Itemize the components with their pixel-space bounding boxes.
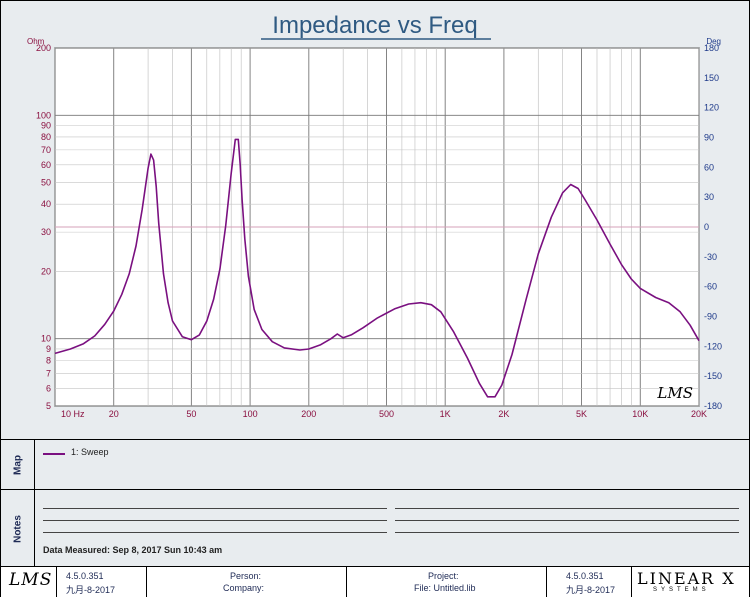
y-tick-label: 80 <box>41 132 51 142</box>
y-tick-label: 30 <box>41 227 51 237</box>
map-section: Map 1: Sweep <box>1 439 749 490</box>
y-tick-label: 70 <box>41 145 51 155</box>
y-tick-label: 50 <box>41 178 51 188</box>
note-line <box>43 508 387 509</box>
y2-tick-label: -90 <box>704 312 717 322</box>
x-tick-label: 2K <box>498 409 509 419</box>
linearx-subword: SYSTEMS <box>653 587 710 593</box>
y-tick-label: 100 <box>36 110 51 120</box>
y2-tick-label: 150 <box>704 73 719 83</box>
x-tick-label: 200 <box>301 409 316 419</box>
note-line <box>395 520 739 521</box>
y2-tick-label: -180 <box>704 401 722 411</box>
y-tick-label: 200 <box>36 43 51 53</box>
x-tick-label: 5K <box>576 409 587 419</box>
y2-tick-label: 0 <box>704 222 709 232</box>
x-tick-label: 1K <box>440 409 451 419</box>
y2-tick-label: -120 <box>704 341 722 351</box>
y-tick-label: 20 <box>41 266 51 276</box>
y2-tick-label: -30 <box>704 252 717 262</box>
x-tick-label: 50 <box>186 409 196 419</box>
data-measured-text: Data Measured: Sep 8, 2017 Sun 10:43 am <box>43 545 223 555</box>
file-label: File: Untitled.lib <box>414 583 476 593</box>
footer-logo-cell: LMS <box>1 567 57 597</box>
footer-project-cell: Project: File: Untitled.lib <box>346 567 547 597</box>
y-tick-label: 6 <box>46 383 51 393</box>
legend-swatch-sweep <box>43 453 65 455</box>
y2-tick-label: 30 <box>704 192 714 202</box>
y-tick-label: 60 <box>41 160 51 170</box>
map-tab[interactable]: Map <box>1 440 35 490</box>
note-line <box>43 532 387 533</box>
notes-tab[interactable]: Notes <box>1 490 35 567</box>
lms-plot-mark: LMS <box>656 384 693 402</box>
y2-tick-label: -150 <box>704 371 722 381</box>
footer: LMS 4.5.0.351 九月-8-2017 Person: Company:… <box>1 566 749 597</box>
linearx-logo: LINEAR X SYSTEMS <box>631 569 749 597</box>
x-tick-label: 100 <box>243 409 258 419</box>
person-label: Person: <box>230 571 262 581</box>
footer-version-cell-right: 4.5.0.351 九月-8-2017 <box>546 567 632 597</box>
footer-version-cell-left: 4.5.0.351 九月-8-2017 <box>56 567 147 597</box>
footer-person-cell: Person: Company: <box>146 567 347 597</box>
y-tick-label: 5 <box>46 401 51 411</box>
y-tick-label: 10 <box>41 334 51 344</box>
notes-section: Notes Data Measured: Sep 8, 2017 Sun 10:… <box>1 489 749 567</box>
version-left: 4.5.0.351 <box>66 571 104 581</box>
y2-unit-label: Deg <box>706 37 721 46</box>
y-unit-label: Ohm <box>27 37 45 46</box>
chart-title: Impedance vs Freq <box>272 12 477 39</box>
lms-logo: LMS <box>9 570 53 590</box>
date-right: 九月-8-2017 <box>566 585 616 595</box>
y-tick-label: 40 <box>41 199 51 209</box>
y-tick-label: 9 <box>46 344 51 354</box>
note-line <box>43 520 387 521</box>
note-line <box>395 508 739 509</box>
y-tick-label: 7 <box>46 368 51 378</box>
date-left: 九月-8-2017 <box>66 585 116 595</box>
x-tick-label: 10K <box>632 409 648 419</box>
map-tab-label: Map <box>12 455 23 475</box>
version-right: 4.5.0.351 <box>566 571 604 581</box>
company-label: Company: <box>223 583 265 593</box>
x-tick-label: 20 <box>109 409 119 419</box>
project-label: Project: <box>428 571 459 581</box>
y2-tick-label: 60 <box>704 162 714 172</box>
series-line-sweep <box>54 138 700 398</box>
y2-tick-label: 180 <box>704 43 719 53</box>
y2-tick-label: 120 <box>704 103 719 113</box>
x-tick-label: 10 Hz <box>61 409 85 419</box>
x-tick-label: 20K <box>691 409 707 419</box>
y-tick-label: 8 <box>46 355 51 365</box>
note-line <box>395 532 739 533</box>
x-tick-label: 500 <box>379 409 394 419</box>
linearx-wordmark: LINEAR X <box>637 569 736 588</box>
y2-tick-label: 90 <box>704 133 714 143</box>
notes-tab-label: Notes <box>12 514 23 543</box>
y2-tick-label: -60 <box>704 282 717 292</box>
legend-label-sweep: 1: Sweep <box>71 447 109 457</box>
y-tick-label: 90 <box>41 120 51 130</box>
